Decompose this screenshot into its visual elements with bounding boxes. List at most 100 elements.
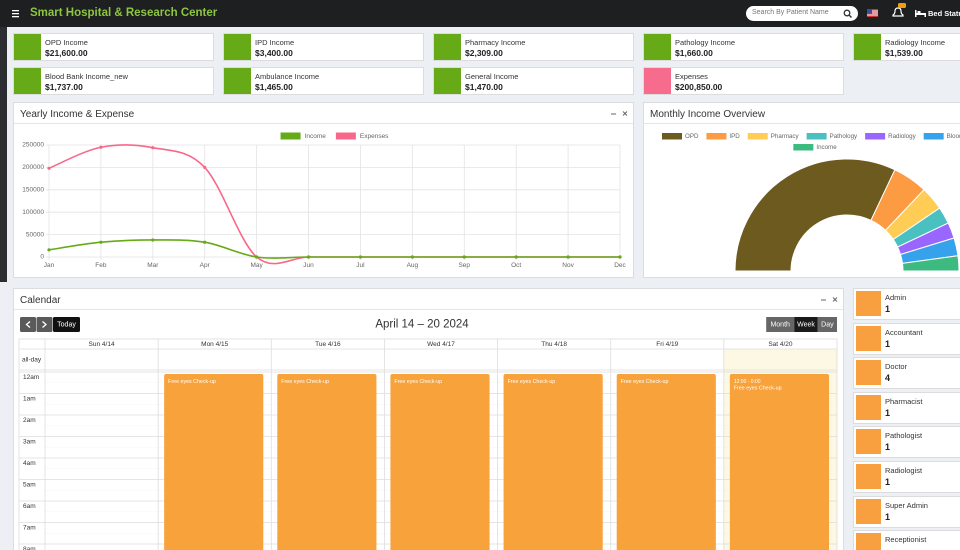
search-placeholder: Search By Patient Name [752, 9, 829, 16]
view-button[interactable] [794, 317, 818, 332]
legend-label: Blood Bank [947, 133, 960, 140]
y-tick-label: 50000 [26, 231, 44, 238]
y-tick-label: 200000 [22, 164, 44, 171]
panel-title: Monthly Income Overview [650, 109, 766, 120]
card-icon [224, 34, 251, 60]
notification-bell[interactable] [890, 3, 906, 19]
event-title: Free eyes Check-up [168, 379, 216, 385]
income-card: Pathology Income $1,660.00 [643, 33, 844, 61]
staff-icon [856, 291, 881, 316]
time-label: 4am [23, 460, 36, 467]
series-point [99, 145, 103, 149]
time-label: 3am [23, 439, 36, 446]
menu-icon[interactable] [11, 9, 20, 18]
series-line [48, 144, 620, 265]
legend-swatch [335, 132, 356, 140]
x-tick-label: Feb [95, 262, 107, 269]
view-button[interactable] [766, 317, 795, 332]
panel-divider [14, 123, 633, 124]
staff-card: Radiologist 1 [853, 461, 960, 493]
search-box[interactable]: Search By Patient Name [746, 6, 858, 21]
calendar-event[interactable] [277, 374, 377, 550]
x-tick-label: Mar [147, 262, 159, 269]
income-card: Radiology Income $1,539.00 [853, 33, 960, 61]
series-point [47, 248, 51, 252]
legend-label: Radiology [888, 133, 916, 140]
card-amount: $1,470.00 [465, 82, 503, 92]
calendar-event[interactable] [503, 374, 603, 550]
staff-card: Pathologist 1 [853, 426, 960, 459]
income-card: General Income $1,470.00 [433, 67, 634, 95]
staff-count: 1 [885, 407, 891, 418]
top-bar: Smart Hospital & Research Center Search … [0, 0, 960, 27]
event-title: Free eyes Check-up [394, 379, 442, 385]
day-header: Mon 4/15 [201, 341, 228, 348]
next-button[interactable] [36, 317, 53, 332]
staff-card: Receptionist [853, 530, 960, 550]
card-amount: $200,850.00 [675, 82, 723, 92]
prev-button[interactable] [20, 317, 36, 332]
staff-icon [856, 498, 881, 524]
staff-card: Admin 1 [853, 288, 960, 320]
view-label: Month [770, 322, 790, 329]
x-tick-label: Apr [200, 262, 211, 269]
legend-swatch [662, 133, 682, 140]
calendar-event[interactable] [164, 374, 264, 550]
time-label: 5am [23, 482, 36, 489]
series-line [48, 239, 620, 259]
legend-label: Pharmacy [771, 133, 800, 140]
y-tick-label: 150000 [22, 187, 44, 194]
staff-role: Receptionist [885, 535, 927, 545]
series-point [306, 255, 311, 259]
doughnut-segment [734, 158, 896, 272]
all-day-label: all-day [22, 357, 42, 364]
income-card: OPD Income $21,600.00 [13, 33, 214, 61]
bed-icon[interactable] [915, 9, 926, 17]
legend-swatch [806, 133, 827, 140]
bed-status[interactable]: Bed Status [928, 9, 960, 18]
x-tick-label: Nov [562, 262, 574, 269]
legend-label: IPD [729, 133, 740, 140]
card-amount: $1,465.00 [255, 82, 293, 92]
calendar-event[interactable] [729, 374, 829, 550]
series-point [514, 255, 518, 259]
staff-icon [856, 429, 881, 455]
staff-count: 4 [885, 373, 891, 384]
card-icon [644, 68, 671, 94]
staff-role: Super Admin [885, 500, 928, 510]
staff-count: 1 [885, 338, 891, 349]
calendar-event[interactable] [390, 374, 490, 550]
staff-role: Accountant [885, 327, 923, 337]
today-button[interactable] [53, 317, 80, 332]
panel-divider [644, 123, 960, 124]
legend-label: Income [816, 144, 837, 151]
prev-arrow [25, 321, 31, 328]
day-header: Thu 4/18 [541, 341, 567, 348]
event-title: Free eyes Check-up [621, 379, 669, 385]
staff-card: Doctor 4 [853, 357, 960, 390]
x-tick-label: Jul [356, 262, 365, 269]
card-icon [14, 34, 41, 60]
search-icon[interactable] [843, 9, 852, 18]
staff-count: 1 [885, 511, 891, 522]
x-tick-label: May [250, 262, 263, 269]
calendar-event[interactable] [616, 374, 716, 550]
card-amount: $2,309.00 [465, 48, 503, 58]
y-tick-label: 100000 [22, 209, 44, 216]
card-label: Blood Bank Income_new [45, 72, 128, 81]
panel-title: Yearly Income & Expense [20, 109, 135, 120]
day-header: Tue 4/16 [315, 341, 341, 348]
staff-role: Radiologist [885, 466, 923, 475]
view-button[interactable] [817, 317, 837, 332]
legend-label: Expenses [360, 133, 389, 140]
card-icon [14, 68, 41, 94]
series-point [151, 146, 155, 150]
card-icon [434, 68, 461, 94]
language-flag[interactable] [867, 9, 878, 17]
panel-controls[interactable] [608, 109, 630, 119]
series-point [99, 240, 103, 244]
card-label: Ambulance Income [255, 72, 320, 81]
panel-controls[interactable] [818, 295, 840, 305]
